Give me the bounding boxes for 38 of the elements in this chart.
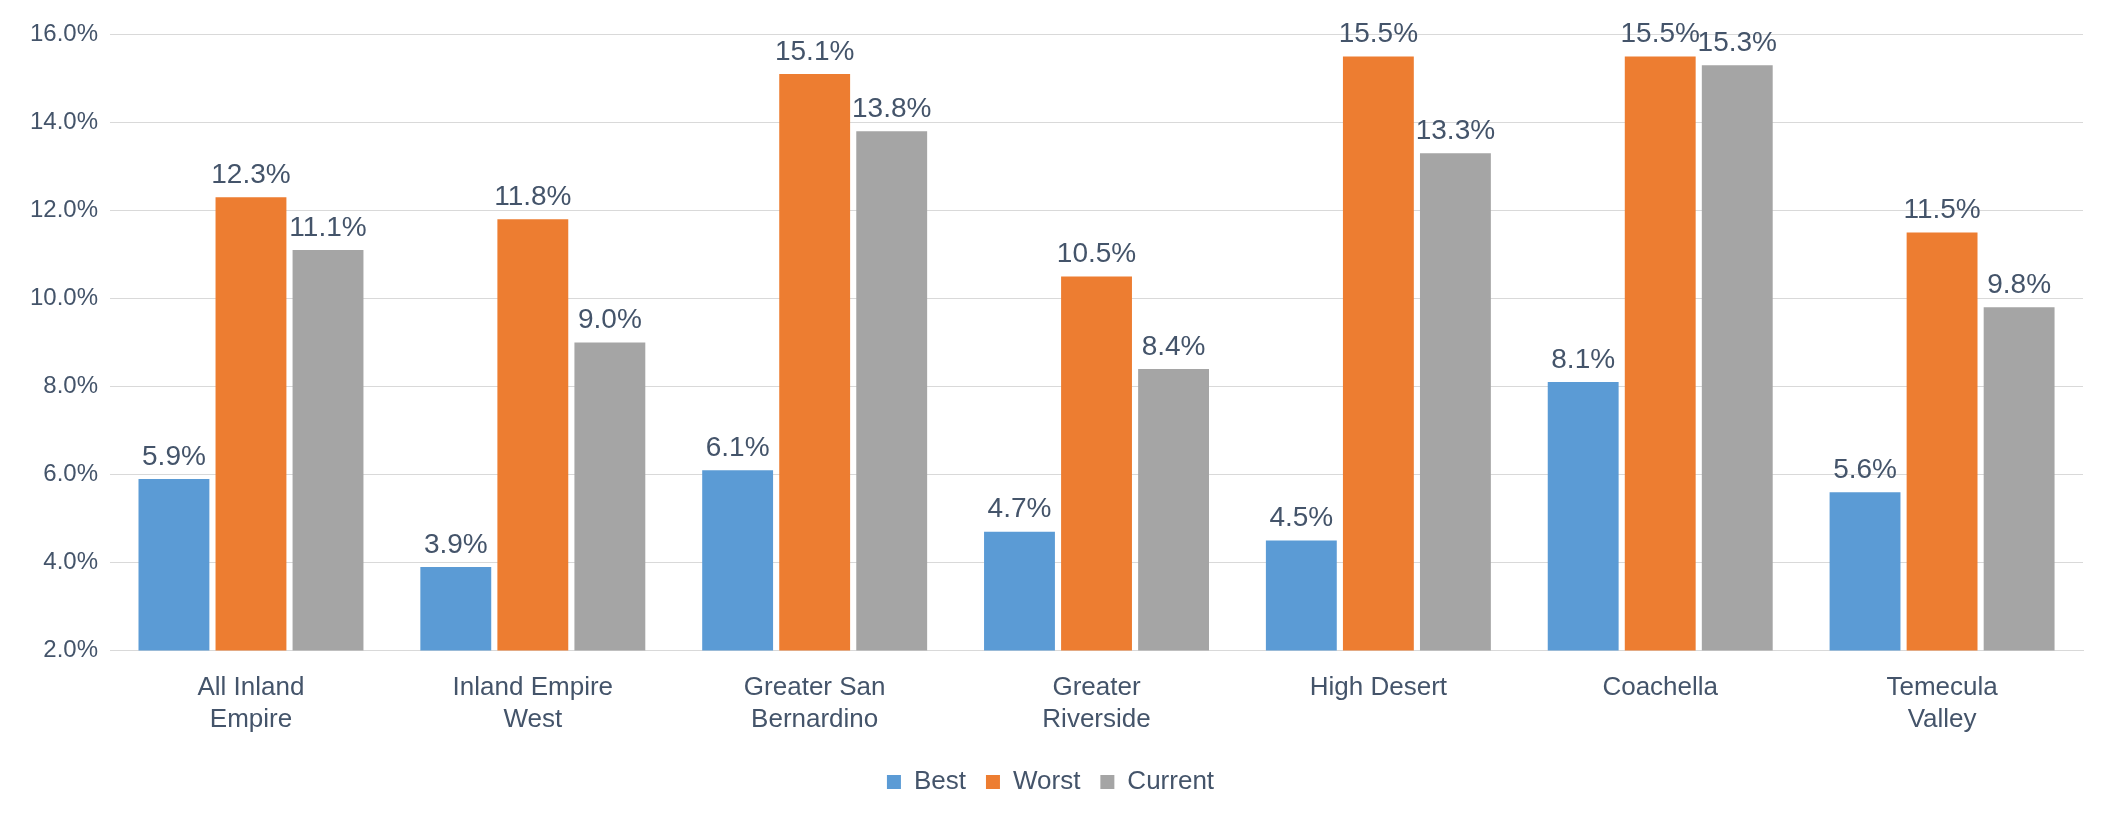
data-label: 8.4% (1141, 329, 1206, 361)
y-tick-label: 8.0% (43, 371, 99, 399)
data-label: 6.1% (705, 430, 770, 462)
x-tick-label: High Desert (1309, 671, 1448, 702)
legend-label: Current (1127, 765, 1215, 796)
data-label: 11.8% (494, 179, 572, 211)
x-tick-label: Greater Riverside (1042, 671, 1151, 733)
legend-label: Worst (1012, 765, 1082, 796)
data-label: 13.8% (852, 91, 932, 123)
data-label: 15.5% (1338, 17, 1419, 49)
data-label: 15.1% (774, 34, 855, 66)
y-tick-label: 4.0% (43, 547, 99, 575)
data-label: 13.3% (1415, 113, 1496, 145)
y-tick-label: 16.0% (29, 19, 99, 47)
data-label: 12.3% (211, 157, 291, 189)
data-label: 11.1% (289, 210, 367, 242)
x-tick-label: Coachella (1602, 671, 1719, 702)
y-tick-label: 12.0% (29, 195, 99, 223)
data-label: 5.6% (1833, 452, 1897, 484)
data-label: 11.5% (1903, 193, 1981, 225)
y-tick-label: 14.0% (29, 107, 99, 135)
data-label: 9.8% (1987, 268, 2052, 300)
data-label: 9.0% (577, 303, 642, 335)
y-tick-label: 10.0% (29, 283, 99, 311)
x-tick-label: All Inland Empire (197, 671, 305, 733)
legend-label: Best (913, 765, 967, 796)
x-tick-label: Greater San Bernardino (743, 671, 886, 733)
data-label: 3.9% (423, 527, 488, 559)
x-tick-label: Temecula Valley (1886, 671, 1999, 733)
data-label: 4.7% (987, 492, 1052, 524)
data-label: 4.5% (1269, 501, 1334, 533)
y-tick-label: 6.0% (43, 459, 99, 487)
data-label: 15.5% (1620, 17, 1700, 49)
y-tick-label: 2.0% (43, 635, 99, 663)
data-label: 8.1% (1551, 342, 1616, 374)
data-label: 10.5% (1056, 237, 1137, 269)
x-tick-label: Inland Empire West (452, 671, 614, 733)
data-label: 5.9% (142, 439, 206, 471)
